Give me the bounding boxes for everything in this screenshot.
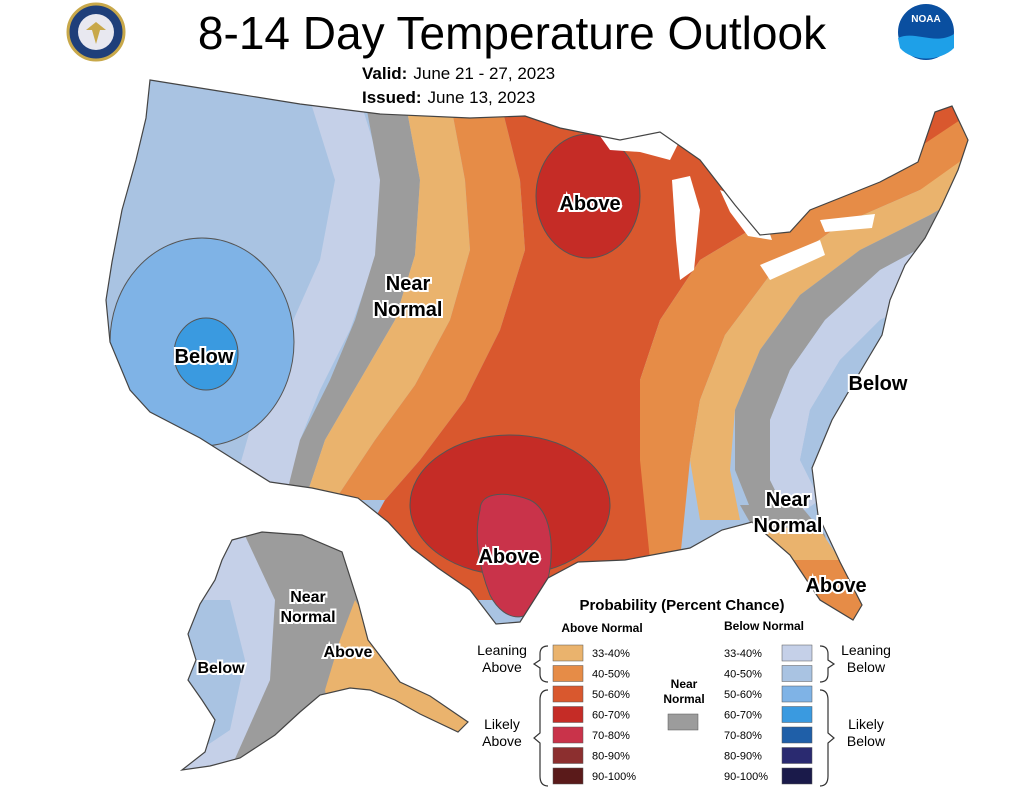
legend-near-header-1: Near: [671, 677, 698, 691]
region-label-east-below: Below: [849, 373, 908, 395]
valid-label: Valid:: [362, 64, 408, 83]
issued-value: June 13, 2023: [427, 88, 536, 107]
legend-above-range: 80-90%: [592, 751, 630, 763]
legend-above-swatch: [552, 767, 584, 785]
band-33-40-above: [305, 100, 470, 500]
noaa-text: NOAA: [911, 14, 940, 25]
legend-below-range: 90-100%: [724, 771, 768, 783]
legend-leaning-above-1: Leaning: [477, 642, 527, 658]
region-label-midwest-above: Above: [559, 193, 620, 215]
region-label-se-near-1: Near: [766, 489, 811, 511]
noaa-logo-icon: NOAA: [898, 4, 954, 60]
legend-above-range: 40-50%: [592, 669, 630, 681]
legend-below-range: 40-50%: [724, 669, 762, 681]
legend-below-swatch: [781, 726, 813, 744]
legend-above-range: 90-100%: [592, 771, 636, 783]
legend-below-swatch: [781, 685, 813, 703]
legend-below-range: 60-70%: [724, 710, 762, 722]
legend-brace-likely-below: [819, 689, 835, 787]
legend-below-header: Below Normal: [724, 619, 804, 633]
legend-likely-below-2: Below: [847, 733, 886, 749]
region-label-florida-above: Above: [805, 575, 866, 597]
legend-above-swatch: [552, 685, 584, 703]
alaska-outline: [179, 531, 469, 771]
conus-outline: [105, 79, 969, 625]
legend-above-swatch: [552, 726, 584, 744]
region-label-plains-near-2: Normal: [374, 299, 443, 321]
region-label-se-near-2: Normal: [754, 515, 823, 537]
legend-likely-above-2: Above: [482, 733, 522, 749]
legend-below-swatch: [781, 706, 813, 723]
legend-above-range: 60-70%: [592, 710, 630, 722]
legend-above-header: Above Normal: [561, 621, 642, 635]
valid-line: Valid: June 21 - 27, 2023: [362, 64, 555, 84]
legend-below-range: 33-40%: [724, 648, 762, 660]
legend-above-range: 33-40%: [592, 648, 630, 660]
legend-likely-above-1: Likely: [484, 716, 520, 732]
lake-erie: [760, 240, 825, 280]
legend-brace-leaning-above: [532, 645, 549, 683]
issued-label: Issued:: [362, 88, 422, 107]
florida-40-50-above: [790, 560, 870, 620]
legend-near-swatch: [667, 713, 699, 731]
legend-below-swatch: [781, 665, 813, 682]
legend-title: Probability (Percent Chance): [579, 597, 784, 614]
legend-above-swatch: [552, 747, 584, 764]
lake-superior: [600, 128, 680, 160]
region-label-ak-above: Above: [324, 644, 373, 661]
legend-below-range: 70-80%: [724, 730, 762, 742]
legend-likely-below-1: Likely: [848, 716, 884, 732]
band-near-normal-west: [285, 100, 420, 500]
band-40-50-above: [335, 100, 525, 500]
valid-value: June 21 - 27, 2023: [413, 64, 556, 83]
legend-above-range: 70-80%: [592, 730, 630, 742]
legend-rows: 33-40% 33-40% 40-50% 40-50% 50-60% 50-60% 60-7…: [552, 644, 813, 785]
legend-near-header-2: Normal: [663, 692, 704, 706]
doc-seal-icon: [66, 2, 126, 62]
legend-above-swatch: [552, 706, 584, 723]
region-label-ak-below: Below: [197, 660, 245, 677]
lake-ontario: [820, 214, 875, 232]
page-title: 8-14 Day Temperature Outlook: [197, 7, 827, 59]
legend-below-swatch: [781, 747, 813, 764]
issued-line: Issued: June 13, 2023: [362, 88, 535, 108]
legend-below-swatch: [781, 644, 813, 662]
legend-below-range: 50-60%: [724, 689, 762, 701]
legend: Probability (Percent Chance) Above Norma…: [477, 597, 891, 787]
legend-brace-leaning-below: [819, 645, 836, 683]
legend-below-range: 80-90%: [724, 751, 762, 763]
legend-leaning-above-2: Above: [482, 659, 522, 675]
lake-michigan: [672, 176, 700, 280]
region-label-west-below: Below: [175, 346, 234, 368]
legend-above-swatch: [552, 665, 584, 682]
legend-leaning-below-2: Below: [847, 659, 886, 675]
band-40-50-above-east: [640, 100, 968, 560]
legend-above-swatch: [552, 644, 584, 662]
legend-above-range: 50-60%: [592, 689, 630, 701]
legend-below-swatch: [781, 767, 813, 785]
ak-33-40-above: [325, 600, 468, 770]
legend-brace-likely-above: [533, 689, 549, 787]
region-label-ak-near-2: Normal: [280, 609, 335, 626]
legend-leaning-below-1: Leaning: [841, 642, 891, 658]
region-label-plains-near-1: Near: [386, 273, 431, 295]
region-label-ak-near-1: Near: [290, 589, 326, 606]
region-label-texas-above: Above: [478, 546, 539, 568]
west-60-70-below: [173, 317, 239, 391]
